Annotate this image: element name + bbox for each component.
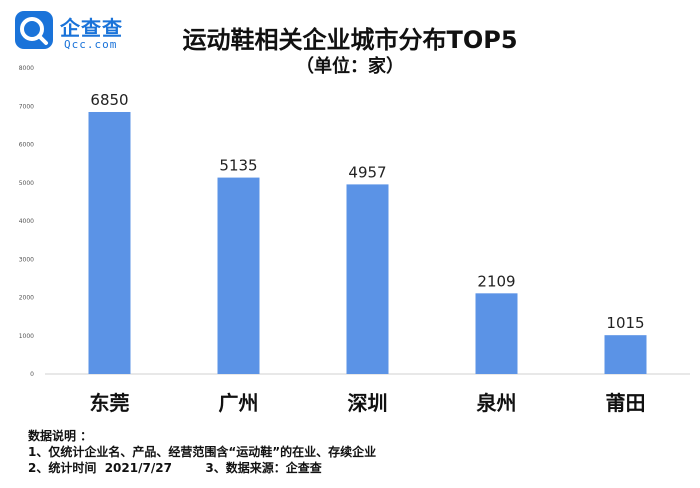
value-labels: 6850 5135 4957 2109 1015 <box>90 91 644 332</box>
x-tick-label: 泉州 <box>476 391 517 415</box>
value-label: 4957 <box>348 163 386 181</box>
notes-heading: 数据说明 ： <box>28 429 93 443</box>
y-tick-label: 5000 <box>19 180 34 187</box>
bar <box>217 177 260 374</box>
bar <box>604 335 647 374</box>
value-label: 2109 <box>477 272 515 290</box>
y-tick-label: 7000 <box>19 103 34 110</box>
chart-subtitle: （单位：家） <box>296 56 404 77</box>
x-tick-label: 深圳 <box>348 391 388 415</box>
x-axis: 东莞 广州 深圳 泉州 莆田 <box>90 391 646 415</box>
value-label: 1015 <box>606 314 644 332</box>
bar <box>346 184 389 374</box>
brand-logo: 企查查 Qcc.com <box>14 10 132 54</box>
y-tick-label: 2000 <box>19 295 34 302</box>
y-tick-label: 4000 <box>19 218 34 225</box>
bar <box>88 111 131 375</box>
data-notes: 数据说明 ： 1、仅统计企业名、产品、经营范围含“运动鞋”的在业、存续企业 2、… <box>28 428 376 476</box>
y-tick-label: 0 <box>30 371 34 378</box>
notes-line-1: 1、仅统计企业名、产品、经营范围含“运动鞋”的在业、存续企业 <box>28 445 377 459</box>
x-tick-label: 广州 <box>219 391 259 415</box>
notes-line-2: 2、统计时间 2021/7/27 3、数据来源：企查查 <box>28 461 322 475</box>
y-tick-label: 8000 <box>19 65 34 72</box>
value-label: 6850 <box>90 91 128 109</box>
y-tick-label: 1000 <box>19 333 34 340</box>
logo-text-en: Qcc.com <box>64 38 118 51</box>
chart-title: 运动鞋相关企业城市分布TOP5 <box>182 26 518 54</box>
logo-text-cn: 企查查 <box>60 16 123 40</box>
y-tick-label: 6000 <box>19 142 34 149</box>
value-label: 5135 <box>219 157 257 175</box>
qcc-logo-icon <box>15 11 53 49</box>
y-tick-label: 3000 <box>19 256 34 263</box>
x-tick-label: 东莞 <box>90 391 130 415</box>
x-tick-label: 莆田 <box>606 391 646 415</box>
bars <box>88 111 647 375</box>
bar <box>475 293 518 374</box>
